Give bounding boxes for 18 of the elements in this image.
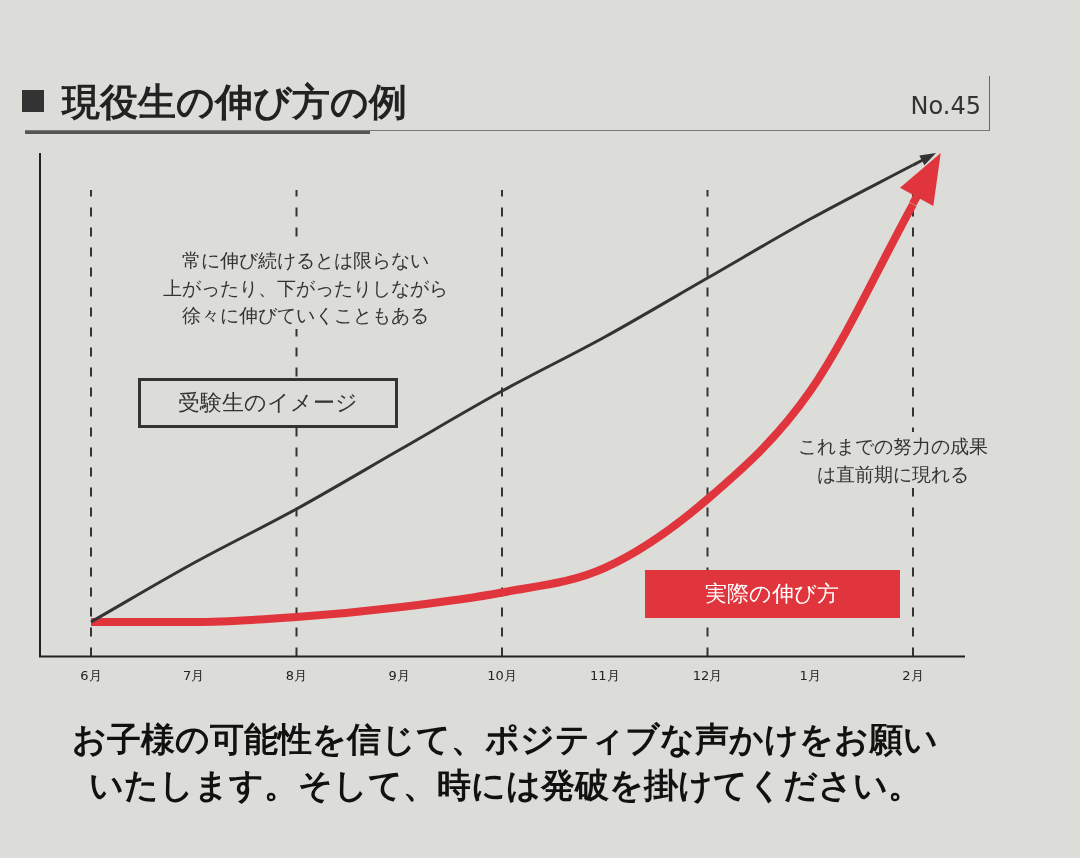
x-tick-label: 9月 (388, 667, 410, 683)
x-tick-label: 2月 (902, 667, 924, 683)
x-tick-label: 8月 (285, 667, 308, 683)
annotation: 常に伸び続けるとは限らない (175, 246, 435, 274)
x-tick-label: 12月 (692, 667, 723, 683)
text: No.45 (910, 76, 990, 130)
x-tick-label: 11月 (589, 667, 620, 683)
chart-title: 現役生の伸び方の例 (62, 79, 407, 125)
x-tick-label: 6月 (80, 667, 102, 683)
text: お子様の可能性を信じて、ポジティブな声かけをお願いいたします。そして、時には発破を掛けてください。 (71, 718, 939, 807)
annotation: これまでの努力の成果は直前期に現れる (788, 432, 998, 488)
annotation: 上がったり、下がったりしながら (156, 274, 454, 302)
x-tick-label: 10月 (487, 667, 517, 683)
text: 実際の伸び方 (705, 580, 839, 608)
annotation: 徐々に伸びていくこともある (175, 301, 435, 329)
x-tick-label: 7月 (183, 667, 205, 683)
x-tick-label: 1月 (799, 667, 821, 683)
text: 受験生のイメージ (178, 389, 358, 417)
